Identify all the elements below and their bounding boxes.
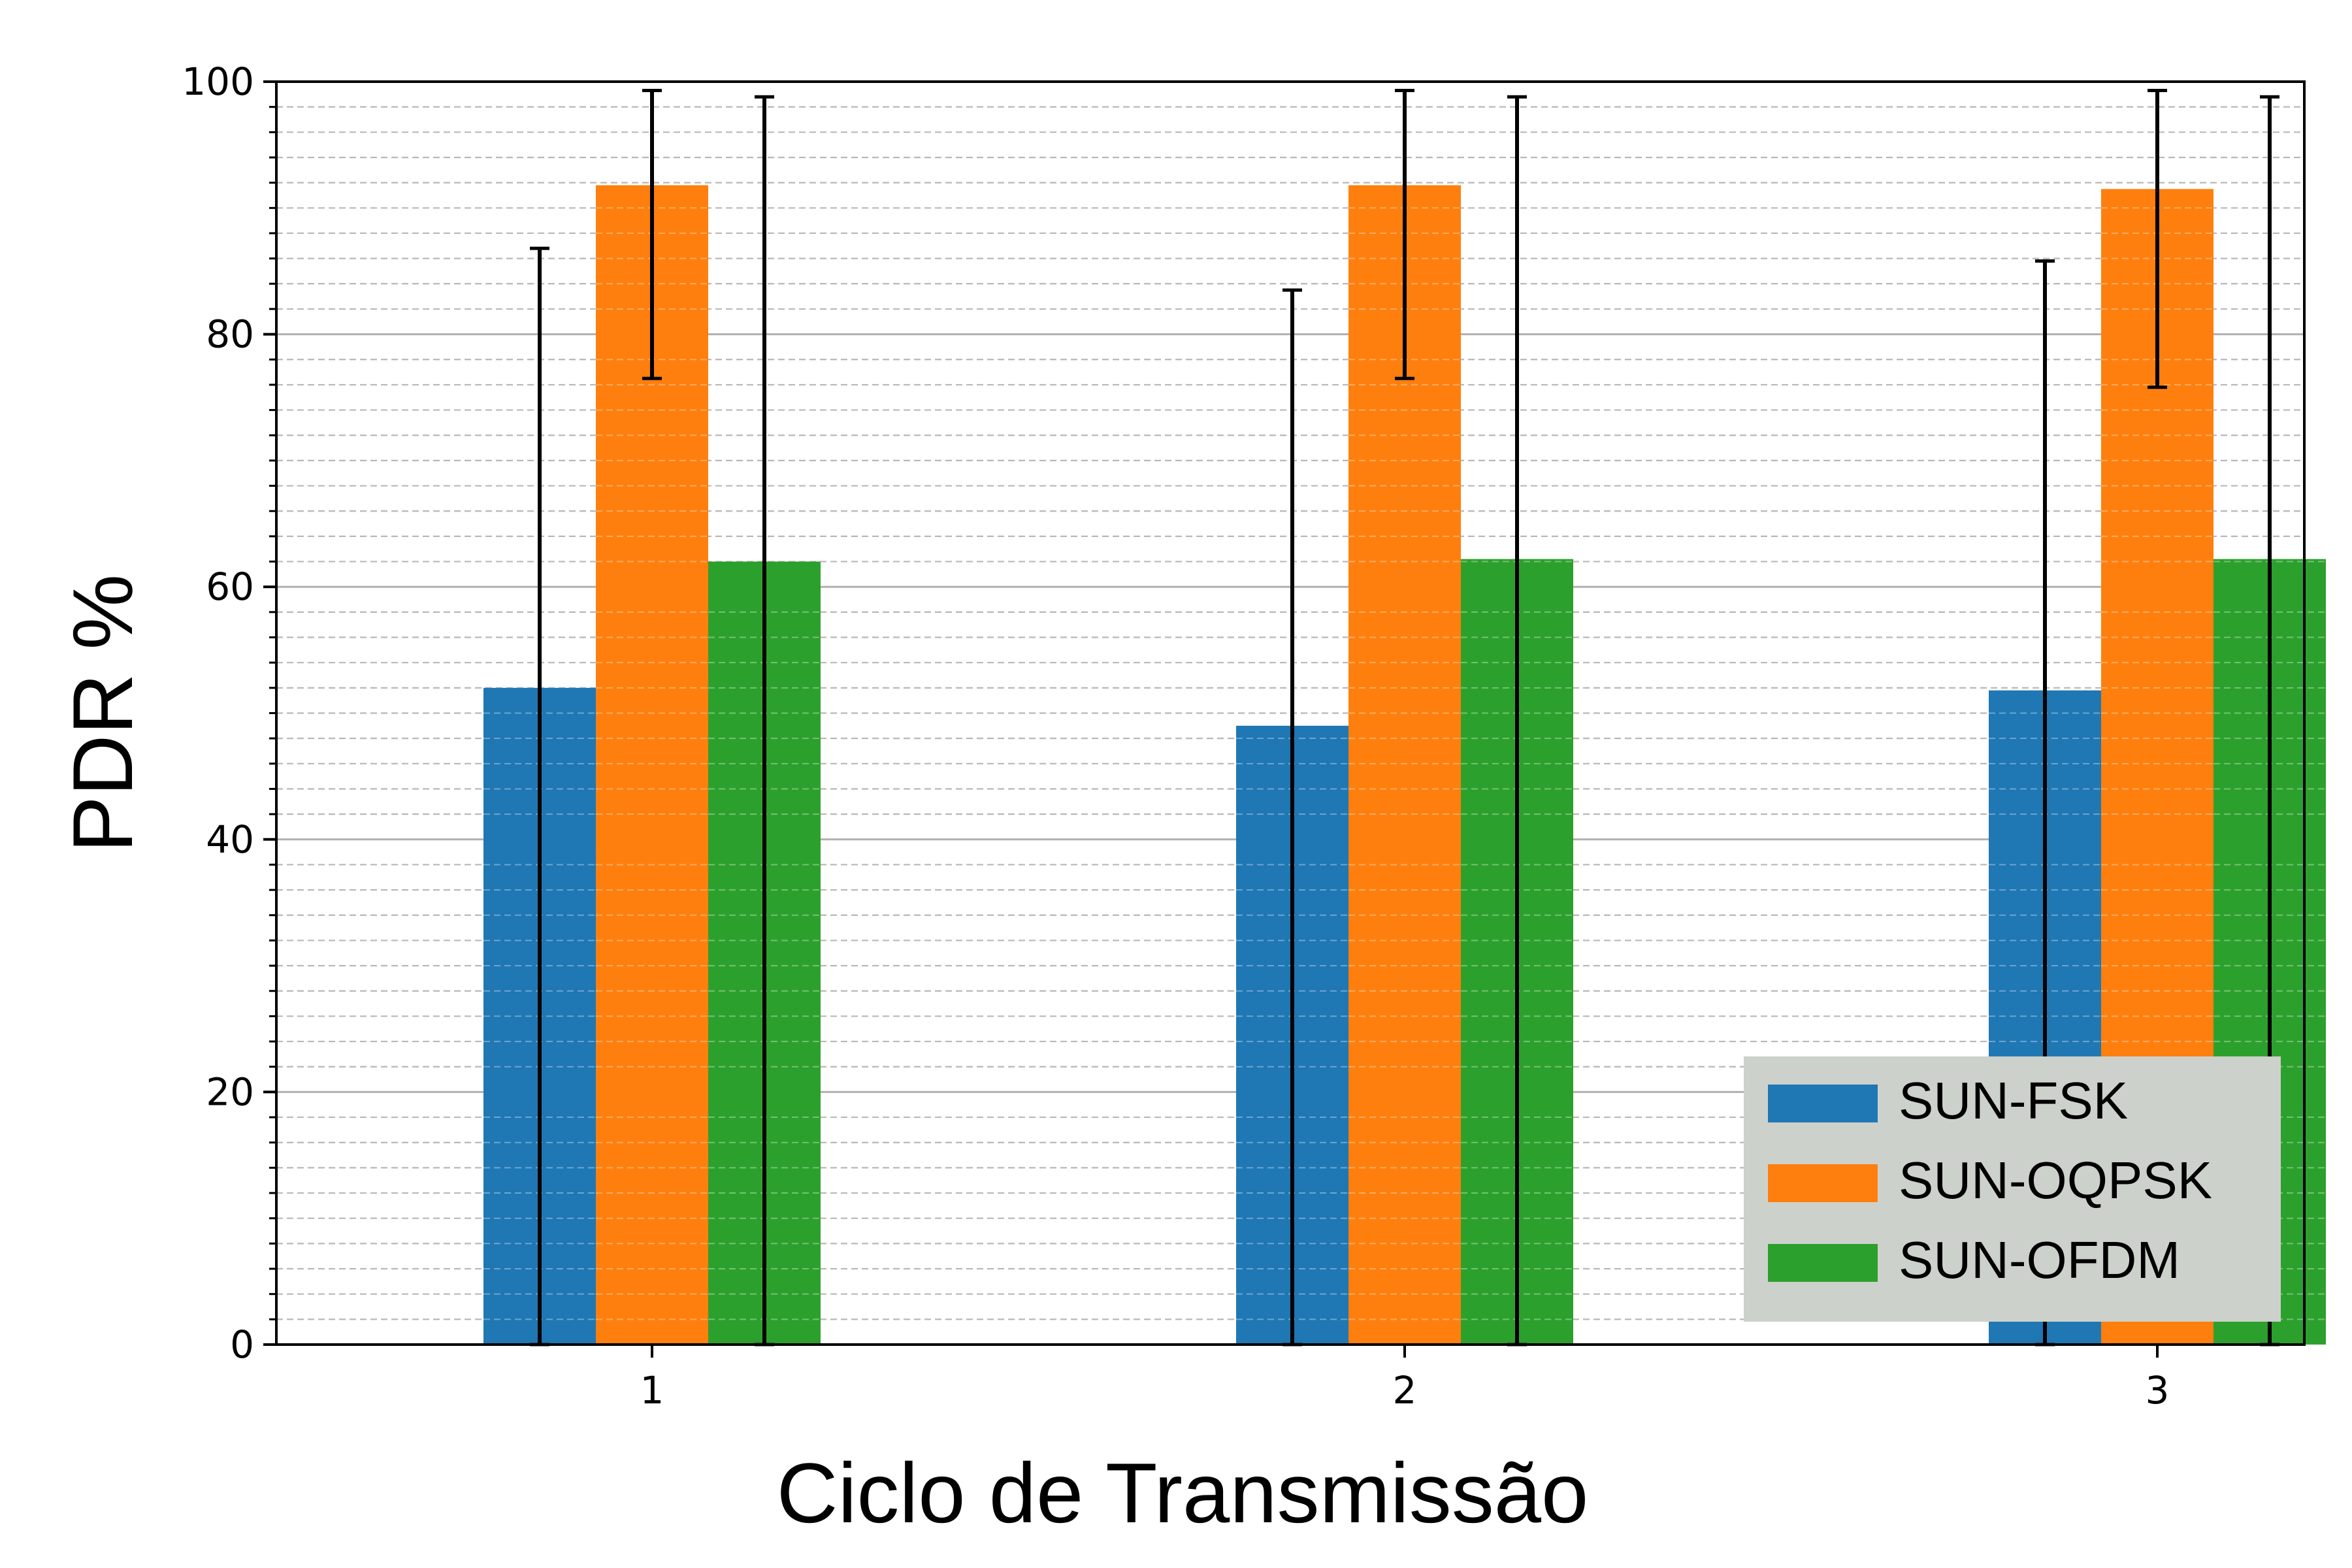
y-tick-label-20: 20 (206, 1070, 254, 1114)
y-tick-label-40: 40 (206, 817, 254, 862)
x-tick-label-3: 3 (2146, 1368, 2170, 1413)
legend-label-sun-ofdm: SUN-OFDM (1899, 1231, 2180, 1289)
x-axis-title: Ciclo de Transmissão (777, 1445, 1589, 1541)
legend-swatch-sun-fsk (1768, 1085, 1878, 1122)
x-tick-label-1: 1 (640, 1368, 664, 1413)
y-tick-label-0: 0 (230, 1322, 254, 1367)
y-tick-label-80: 80 (206, 312, 254, 357)
x-tick-label-2: 2 (1393, 1368, 1417, 1413)
y-axis-title: PDR % (55, 574, 150, 853)
y-tick-label-60: 60 (206, 564, 254, 609)
legend-swatch-sun-oqpsk (1768, 1164, 1878, 1202)
legend: SUN-FSK SUN-OQPSK SUN-OFDM (1744, 1056, 2281, 1322)
legend-swatch-sun-ofdm (1768, 1244, 1878, 1282)
legend-label-sun-oqpsk: SUN-OQPSK (1899, 1151, 2212, 1209)
axis-ticks: 0 20 40 60 80 100 1 2 3 (182, 59, 2169, 1413)
y-tick-label-100: 100 (182, 59, 254, 104)
legend-label-sun-fsk: SUN-FSK (1899, 1071, 2128, 1130)
